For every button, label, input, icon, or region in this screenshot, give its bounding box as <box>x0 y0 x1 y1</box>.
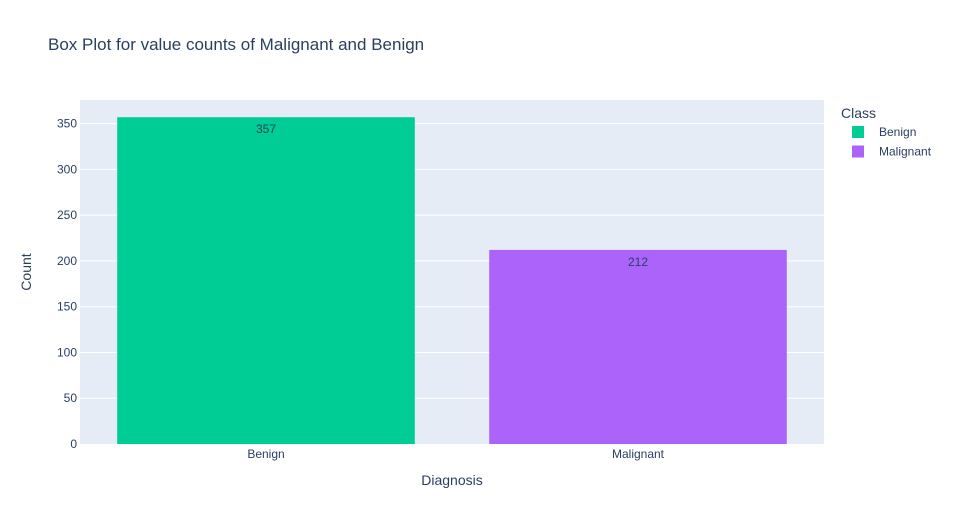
x-axis-ticks: Benign Malignant <box>247 447 664 461</box>
y-tick-label: 200 <box>57 254 77 268</box>
y-tick-label: 300 <box>57 162 77 176</box>
x-tick-label: Malignant <box>612 447 665 461</box>
y-axis-ticks: 0 50 100 150 200 250 300 350 <box>57 117 77 451</box>
y-tick-label: 0 <box>70 437 77 451</box>
x-axis-title: Diagnosis <box>421 472 482 488</box>
y-tick-label: 350 <box>57 117 77 131</box>
y-axis-title: Count <box>18 253 34 290</box>
y-tick-label: 100 <box>57 345 77 359</box>
x-tick-label: Benign <box>247 447 284 461</box>
bar-malignant <box>489 249 787 444</box>
bar-data-label: 357 <box>256 122 276 136</box>
legend-item-label[interactable]: Benign <box>879 125 916 139</box>
y-tick-label: 250 <box>57 208 77 222</box>
y-tick-label: 150 <box>57 300 77 314</box>
bar-benign <box>117 117 415 444</box>
bar-data-labels: 357 212 <box>256 122 648 269</box>
bar-data-label: 212 <box>628 255 648 269</box>
chart-title: Box Plot for value counts of Malignant a… <box>48 35 424 54</box>
bars <box>117 117 787 444</box>
legend-swatch[interactable] <box>852 126 864 138</box>
legend-swatch[interactable] <box>852 145 864 158</box>
legend-title: Class <box>841 105 876 121</box>
legend-item-label[interactable]: Malignant <box>879 145 932 159</box>
y-tick-label: 50 <box>64 391 78 405</box>
legend: Class Benign Malignant <box>841 105 932 159</box>
